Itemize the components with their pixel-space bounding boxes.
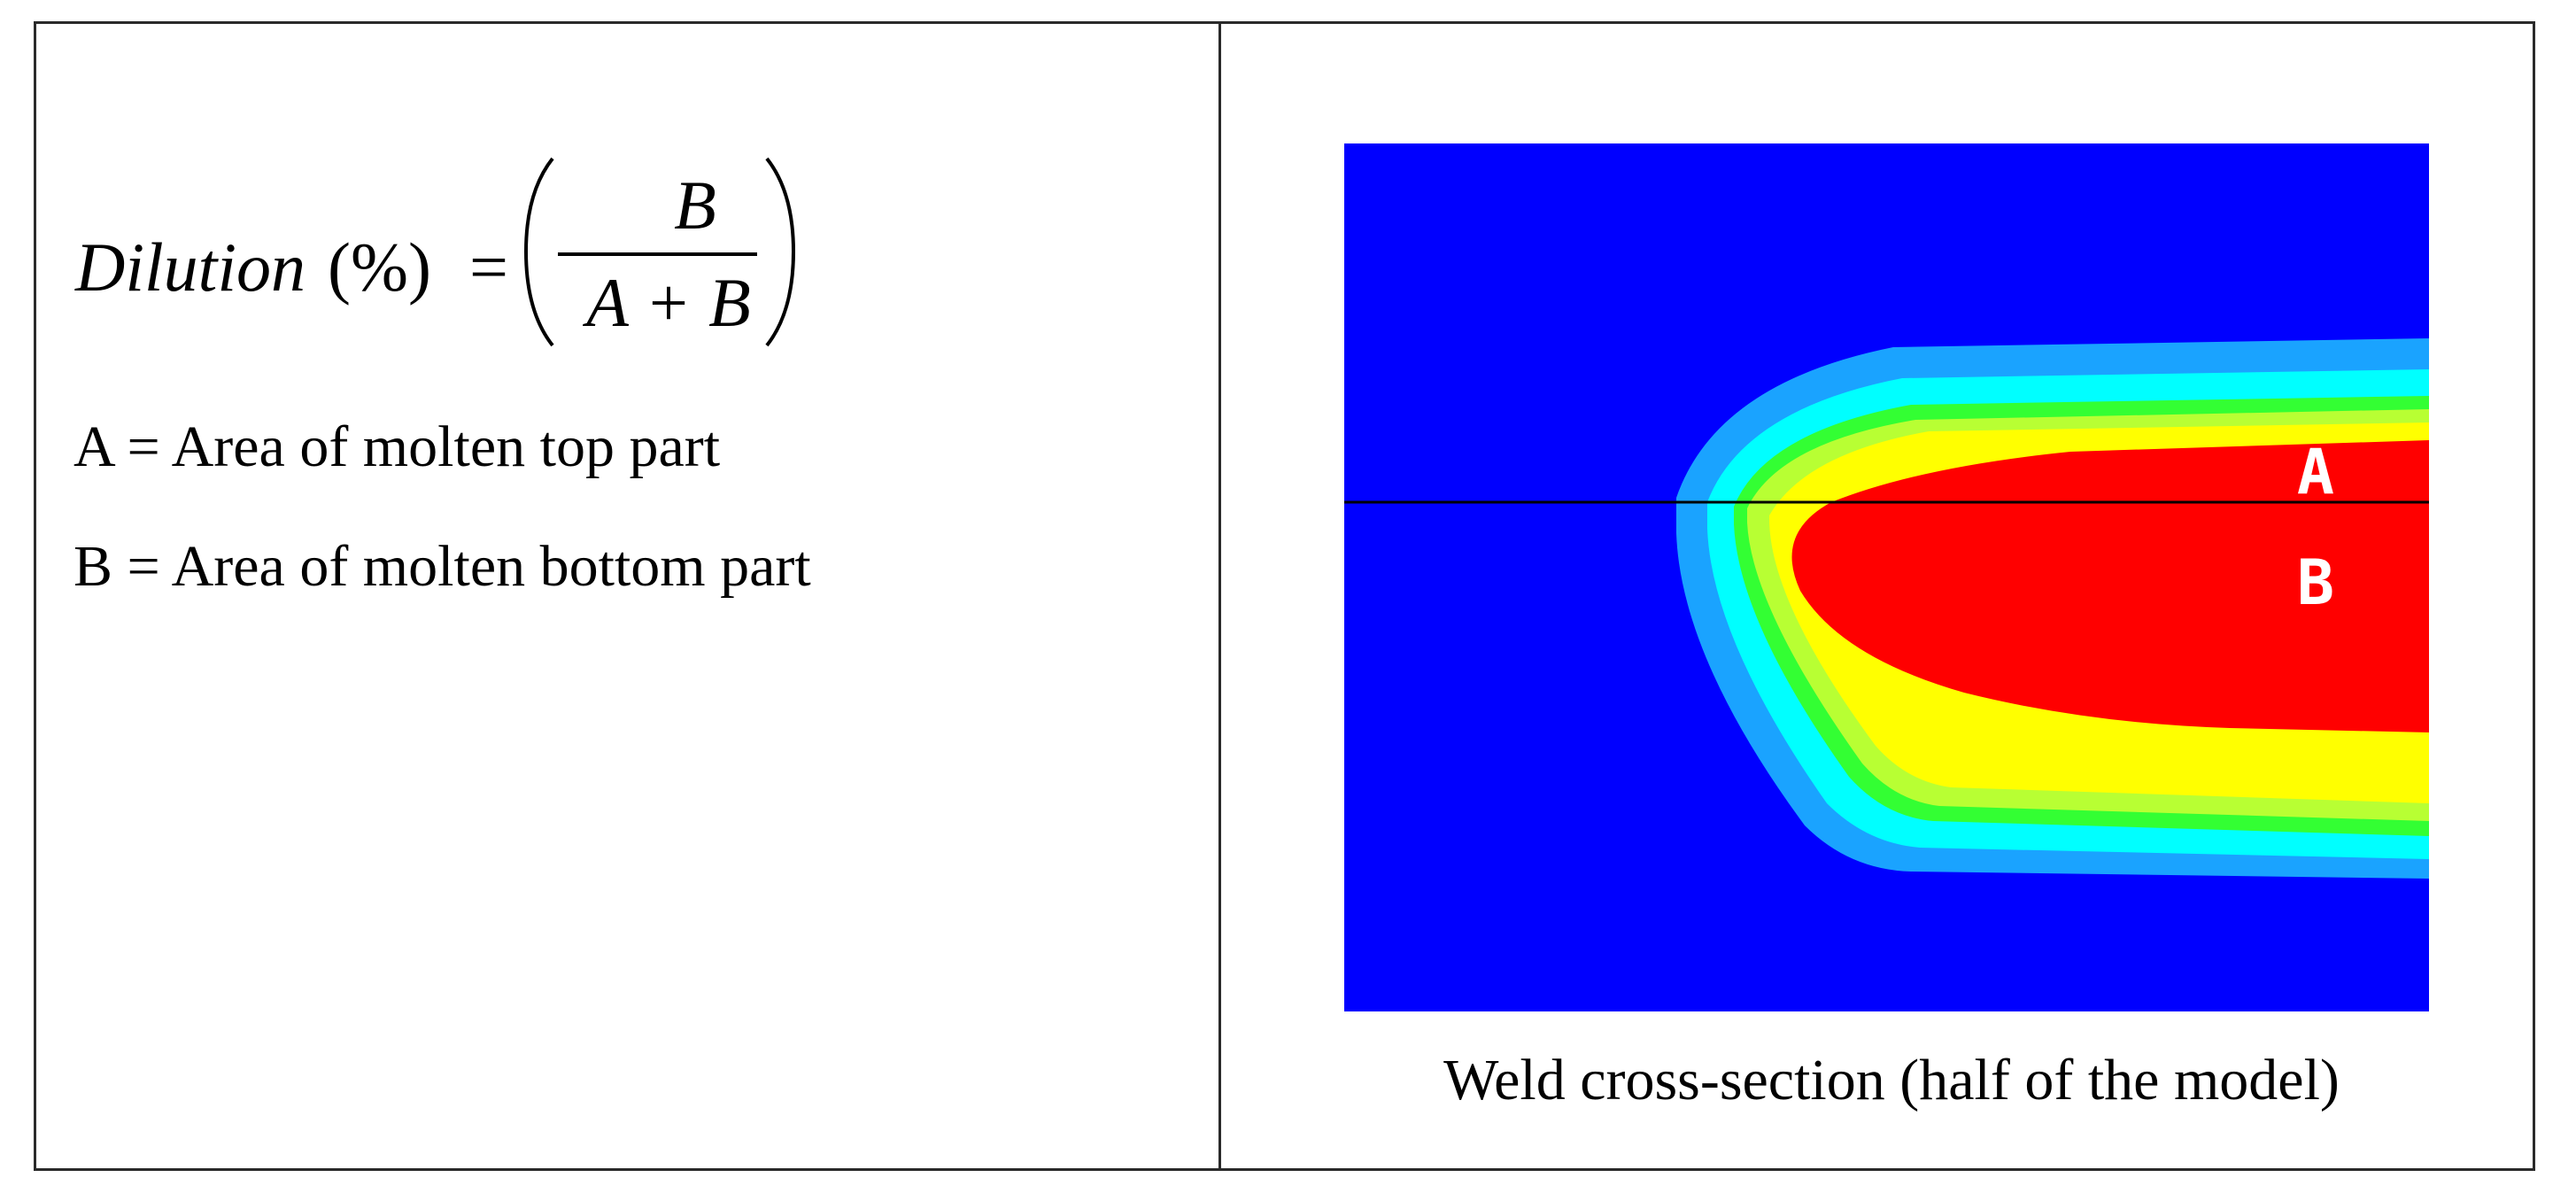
- figure-frame: Dilution (%) = B A + B A = Area of molte…: [34, 21, 2535, 1171]
- region-label-a: A: [2297, 436, 2334, 508]
- formula-equals: =: [469, 229, 508, 306]
- fraction-numerator: B: [674, 167, 716, 244]
- definition-a: A = Area of molten top part: [73, 415, 721, 479]
- left-paren-icon: [523, 157, 554, 347]
- formula-word: Dilution: [75, 229, 306, 306]
- fraction-bar: [558, 252, 757, 256]
- dilution-formula: Dilution (%) = B A + B: [75, 157, 1138, 360]
- fraction-denominator: A + B: [586, 264, 751, 341]
- column-divider: [1218, 24, 1221, 1168]
- region-label-b: B: [2297, 546, 2334, 619]
- weld-cross-section: A B: [1344, 143, 2429, 1011]
- definition-b: B = Area of molten bottom part: [73, 534, 811, 599]
- formula-unit: (%): [328, 229, 431, 306]
- weld-caption: Weld cross-section (half of the model): [1443, 1048, 2340, 1112]
- right-paren-icon: [765, 157, 796, 347]
- molten-core: [1791, 440, 2429, 732]
